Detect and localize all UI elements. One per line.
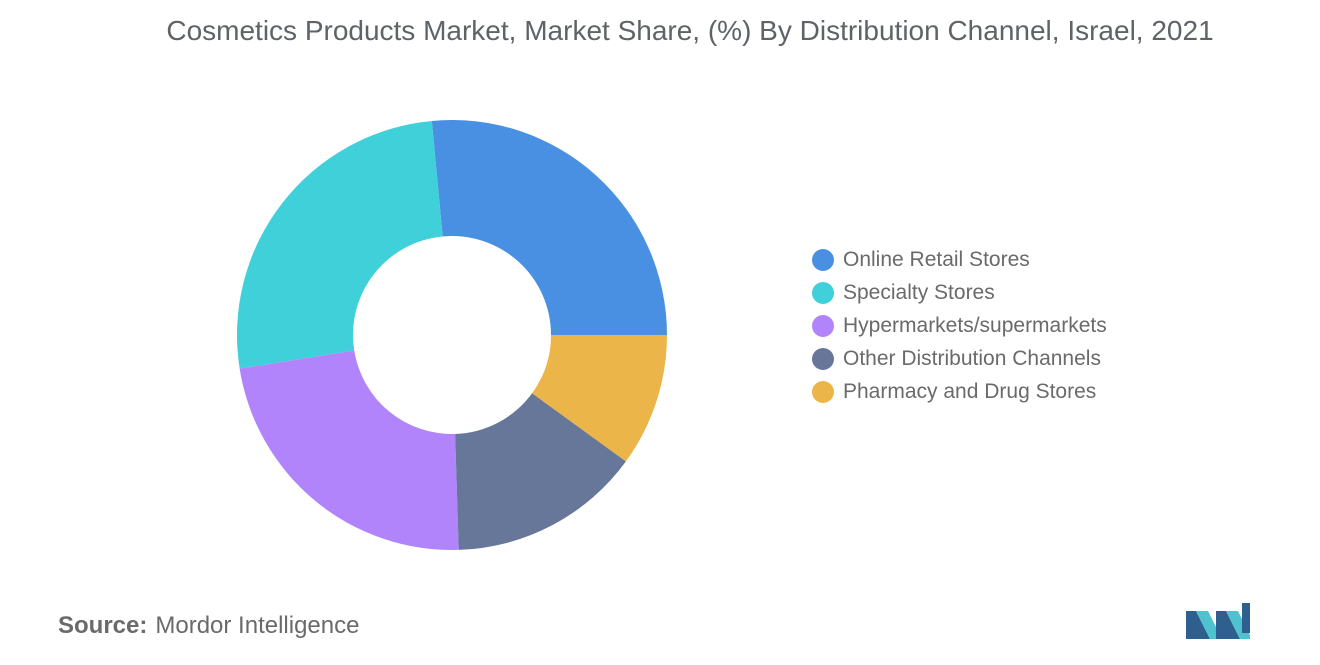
legend-swatch: [812, 314, 834, 337]
legend-label: Other Distribution Channels: [843, 346, 1101, 370]
chart-legend: Online Retail Stores Specialty Stores Hype…: [812, 244, 1107, 408]
legend-swatch: [812, 347, 834, 370]
legend-item: Hypermarkets/supermarkets: [812, 310, 1107, 343]
legend-swatch: [812, 380, 834, 403]
legend-swatch: [812, 282, 834, 305]
legend-item: Online Retail Stores: [812, 244, 1107, 277]
source-note: Source: Mordor Intelligence: [58, 612, 359, 640]
slice-pharmacy-and-drug-stores: [532, 335, 667, 462]
legend-label: Hypermarkets/supermarkets: [843, 313, 1107, 337]
legend-label: Specialty Stores: [843, 281, 995, 305]
mordor-intelligence-logo-icon: [1186, 603, 1250, 639]
source-label: Source:: [58, 612, 148, 639]
source-value: Mordor Intelligence: [155, 612, 360, 639]
legend-item: Specialty Stores: [812, 277, 1107, 310]
slice-hypermarkets-supermarkets: [239, 350, 459, 551]
legend-swatch: [812, 249, 834, 272]
legend-item: Pharmacy and Drug Stores: [812, 375, 1107, 408]
slice-specialty-stores: [236, 120, 443, 369]
chart-title: Cosmetics Products Market, Market Share,…: [166, 15, 1214, 46]
legend-label: Online Retail Stores: [843, 248, 1030, 272]
slice-online-retail-stores: [431, 120, 667, 335]
legend-label: Pharmacy and Drug Stores: [843, 379, 1097, 403]
legend-item: Other Distribution Channels: [812, 342, 1107, 375]
slice-other-distribution-channels: [455, 393, 626, 550]
